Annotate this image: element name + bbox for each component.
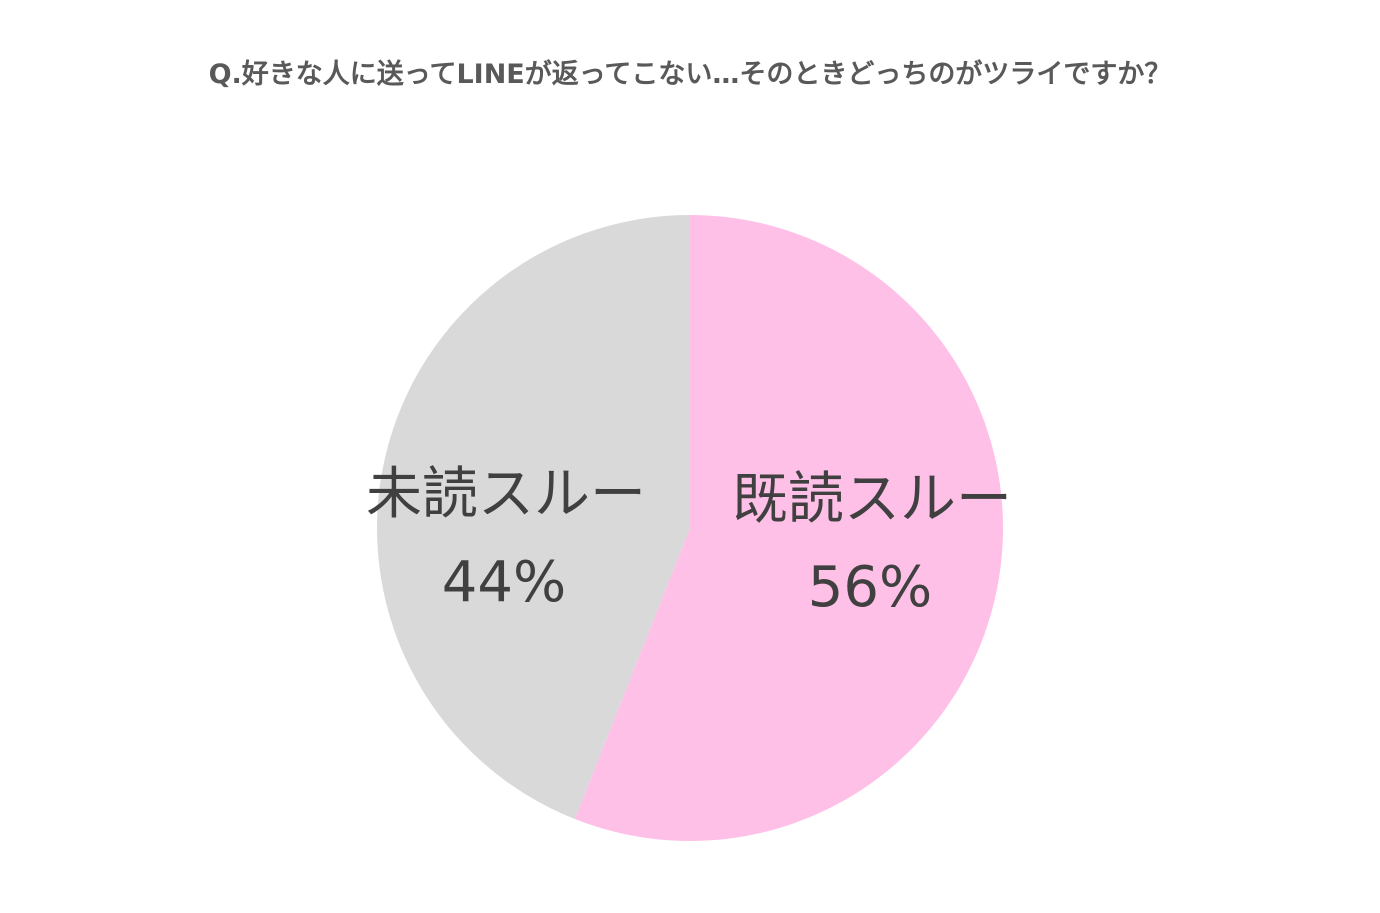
slice-label-1: 既読スルー — [732, 467, 1012, 532]
slice-value-1: 56% — [808, 555, 932, 620]
slice-label-2: 未読スルー — [366, 462, 646, 527]
slice-value-2: 44% — [442, 550, 566, 615]
pie-slice-2 — [377, 215, 690, 820]
pie-slice-1 — [574, 215, 1004, 841]
chart-title: Q.好きな人に送ってLINEが返ってこない…そのときどっちのがツライですか？ — [208, 59, 1172, 90]
